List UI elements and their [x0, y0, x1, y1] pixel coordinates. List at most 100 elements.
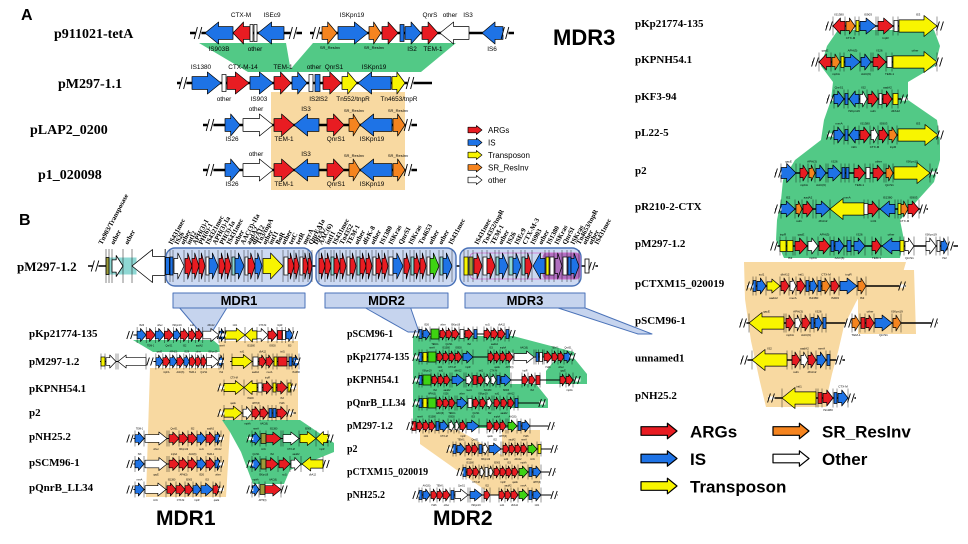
svg-text:IS26: IS26 [280, 402, 286, 405]
svg-text:IS26: IS26 [524, 435, 530, 438]
svg-text:APH(3): APH(3) [499, 435, 507, 438]
svg-text:qacE: qacE [763, 309, 770, 313]
svg-text:IS2: IS2 [767, 346, 772, 350]
svg-text:AAC(6): AAC(6) [423, 484, 431, 487]
svg-text:AAC(6): AAC(6) [269, 478, 277, 481]
svg-text:other: other [488, 176, 507, 185]
svg-text:sul1: sul1 [240, 350, 245, 353]
svg-text:other: other [217, 96, 232, 103]
svg-text:pKp21774-135: pKp21774-135 [29, 328, 98, 340]
svg-text:QnrS: QnrS [423, 12, 438, 19]
svg-text:pKp21774-135: pKp21774-135 [635, 18, 704, 30]
svg-text:QnrS1: QnrS1 [327, 181, 346, 188]
svg-text:IS2: IS2 [407, 46, 417, 53]
svg-text:IS3: IS3 [860, 296, 865, 300]
svg-text:MDR2: MDR2 [433, 507, 493, 530]
svg-text:intI1: intI1 [851, 145, 857, 149]
svg-text:aadA2: aadA2 [252, 371, 260, 374]
svg-text:tnpR: tnpR [522, 369, 527, 372]
svg-text:aadA2: aadA2 [883, 85, 892, 89]
svg-text:tnpR: tnpR [460, 435, 465, 438]
svg-text:QnrS1: QnrS1 [885, 183, 894, 187]
svg-text:aadA2: aadA2 [769, 296, 778, 300]
svg-text:merA: merA [818, 346, 825, 350]
svg-text:IS1380: IS1380 [168, 478, 176, 481]
svg-text:ISKpn19: ISKpn19 [451, 323, 461, 326]
svg-text:qacE: qacE [785, 159, 792, 163]
svg-text:aadA2: aadA2 [501, 412, 509, 415]
svg-text:B: B [19, 212, 31, 229]
svg-text:qacE: qacE [798, 232, 805, 236]
svg-text:qacE: qacE [494, 366, 500, 369]
svg-text:merA: merA [521, 438, 527, 441]
svg-text:qacE: qacE [560, 369, 566, 372]
svg-text:merA: merA [219, 344, 225, 347]
svg-text:IS3: IS3 [471, 415, 475, 418]
svg-text:CTX-M: CTX-M [287, 448, 295, 451]
svg-text:QnrS1: QnrS1 [327, 136, 346, 143]
svg-text:other: other [307, 64, 322, 71]
svg-text:TEM-1: TEM-1 [855, 183, 864, 187]
svg-text:pKPNH54.1: pKPNH54.1 [347, 375, 399, 386]
svg-text:IS3: IS3 [916, 12, 921, 16]
svg-text:ISKpn19: ISKpn19 [906, 159, 918, 163]
svg-text:IS3: IS3 [916, 121, 921, 125]
svg-text:IS1380: IS1380 [270, 427, 278, 430]
svg-text:mphA: mphA [800, 183, 808, 187]
svg-text:ISKpn19: ISKpn19 [208, 350, 218, 353]
svg-text:SR_ResInv: SR_ResInv [388, 108, 408, 113]
svg-text:ISKpn19: ISKpn19 [259, 473, 269, 476]
svg-text:pL22-5: pL22-5 [635, 127, 669, 139]
svg-text:IS1380: IS1380 [442, 346, 450, 349]
svg-text:p1_020098: p1_020098 [38, 168, 102, 183]
svg-text:p2: p2 [635, 165, 647, 177]
svg-text:aadA2: aadA2 [800, 346, 809, 350]
svg-text:A: A [21, 7, 33, 24]
svg-text:other: other [912, 48, 919, 52]
svg-text:IS903: IS903 [186, 478, 193, 481]
svg-text:tnpR: tnpR [277, 324, 282, 327]
svg-text:pLAP2_0200: pLAP2_0200 [30, 123, 108, 138]
svg-text:IS903: IS903 [269, 344, 276, 347]
svg-text:IS26: IS26 [856, 232, 863, 236]
svg-text:CTX-M: CTX-M [821, 272, 831, 276]
svg-text:qacE: qacE [230, 402, 236, 405]
svg-text:TEM-1: TEM-1 [448, 412, 456, 415]
svg-text:pKPNH54.1: pKPNH54.1 [29, 383, 86, 395]
svg-text:sul1: sul1 [793, 370, 799, 374]
svg-text:IS: IS [488, 139, 496, 148]
svg-text:TEM-1: TEM-1 [423, 46, 443, 53]
svg-text:mphA: mphA [566, 389, 573, 392]
svg-text:ISKpn19: ISKpn19 [478, 392, 488, 395]
svg-text:APH(3): APH(3) [506, 366, 514, 369]
svg-text:mphA: mphA [244, 422, 251, 425]
svg-text:mphA: mphA [520, 461, 527, 464]
svg-text:sul1: sul1 [870, 109, 876, 113]
svg-text:mphA: mphA [171, 453, 178, 456]
svg-text:intI1: intI1 [530, 458, 535, 461]
svg-text:IS903: IS903 [503, 389, 510, 392]
svg-text:AAC(6): AAC(6) [260, 422, 268, 425]
svg-text:sul1: sul1 [495, 392, 500, 395]
svg-text:CTX-M: CTX-M [448, 366, 456, 369]
svg-text:IS1380: IS1380 [860, 121, 870, 125]
svg-text:QnrS1: QnrS1 [446, 343, 454, 346]
svg-text:intI1: intI1 [871, 219, 877, 223]
svg-text:sul1: sul1 [439, 369, 444, 372]
svg-text:pM297-1.2: pM297-1.2 [29, 356, 80, 368]
svg-text:TEM-1: TEM-1 [431, 343, 439, 346]
svg-text:dfrA12: dfrA12 [507, 392, 515, 395]
svg-text:pQnrB_LL34: pQnrB_LL34 [29, 482, 94, 494]
svg-text:other: other [466, 458, 472, 461]
svg-text:AAC(6): AAC(6) [835, 256, 845, 260]
svg-text:CTX-M: CTX-M [490, 369, 498, 372]
svg-text:IS1380: IS1380 [292, 371, 300, 374]
svg-text:qacE: qacE [487, 435, 493, 438]
svg-text:other: other [157, 324, 163, 327]
svg-text:merA: merA [466, 389, 472, 392]
svg-text:SR_ResInv: SR_ResInv [320, 45, 340, 50]
svg-text:IS3: IS3 [138, 453, 142, 456]
svg-text:Tn4653/tnpR: Tn4653/tnpR [381, 96, 418, 103]
svg-text:tnpR: tnpR [194, 499, 199, 502]
svg-text:pNH25.2: pNH25.2 [635, 390, 677, 402]
